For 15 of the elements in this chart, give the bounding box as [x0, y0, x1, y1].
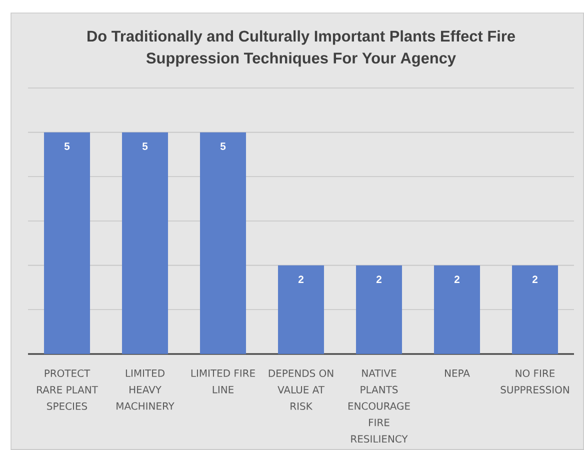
x-tick-label: LIMITED FIRE LINE: [191, 370, 255, 394]
data-label: 2: [454, 276, 460, 283]
chart-title: Do Traditionally and Culturally Important Plants Effect Fire Suppression Techniques For Your Agency: [88, 30, 515, 67]
x-tick-label: NEPA: [445, 370, 470, 377]
data-label: 2: [298, 276, 304, 283]
data-label: 5: [142, 142, 148, 150]
data-label: 5: [64, 142, 70, 150]
x-tick-label: DEPENDS ON VALUE AT RISK: [268, 369, 334, 410]
data-label: 5: [220, 142, 226, 150]
x-tick-label: LIMITED HEAVY MACHINERY: [116, 370, 174, 410]
x-tick-label: NATIVE PLANTS ENCOURAGE FIRE RESILIENCY: [348, 370, 410, 443]
x-tick-label: NO FIRE SUPPRESSION: [500, 369, 569, 394]
data-label: 2: [376, 276, 382, 283]
data-label: 2: [532, 276, 538, 283]
x-tick-label: PROTECT RARE PLANT SPECIES: [37, 369, 98, 410]
